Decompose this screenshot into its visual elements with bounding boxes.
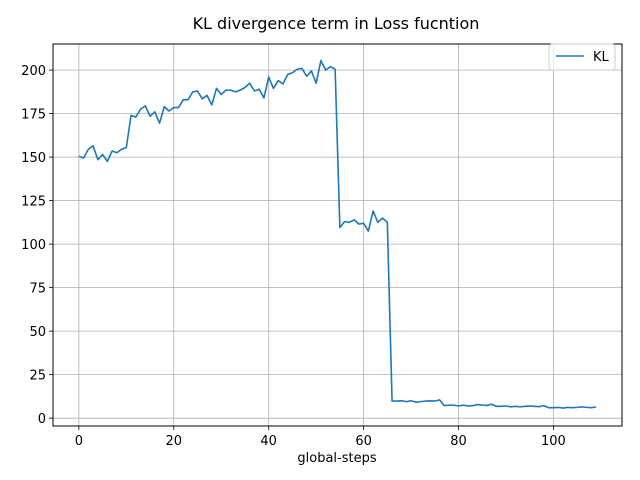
y-tick-label: 150	[21, 151, 46, 166]
y-tick-label: 25	[29, 369, 46, 384]
series-line-kl	[78, 59, 597, 409]
x-tick-label: 20	[166, 434, 183, 449]
x-tick-label: 80	[450, 434, 467, 449]
legend-label: KL	[593, 50, 610, 65]
x-axis-ticks: 0 20 40 60 80 100	[75, 426, 566, 449]
y-tick-label: 0	[38, 412, 46, 427]
x-tick-label: 0	[75, 434, 83, 449]
axes-frame	[52, 43, 623, 427]
x-tick-label: 60	[355, 434, 372, 449]
legend: KL	[548, 43, 616, 71]
y-tick-label: 125	[21, 195, 46, 210]
y-tick-label: 100	[21, 238, 46, 253]
y-tick-label: 75	[29, 282, 46, 297]
x-axis-label: global-steps	[297, 451, 376, 466]
x-tick-label: 40	[260, 434, 277, 449]
y-tick-label: 50	[29, 325, 46, 340]
x-tick-label: 100	[541, 434, 566, 449]
y-axis-ticks: 0 25 50 75 100 125 150 175 200	[21, 64, 53, 427]
legend-box	[548, 43, 616, 71]
chart-title: KL divergence term in Loss fucntion	[193, 14, 480, 33]
y-tick-label: 175	[21, 108, 46, 123]
y-tick-label: 200	[21, 64, 46, 79]
series-line-group	[78, 59, 597, 409]
